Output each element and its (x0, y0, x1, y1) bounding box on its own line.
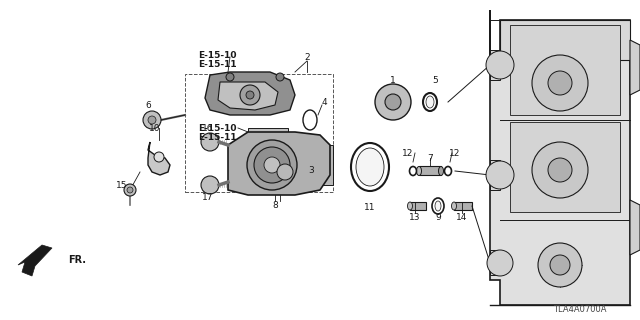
Circle shape (127, 187, 133, 193)
Polygon shape (490, 50, 500, 80)
Ellipse shape (253, 161, 277, 175)
Text: 7: 7 (427, 154, 433, 163)
Text: 5: 5 (432, 76, 438, 84)
Circle shape (532, 142, 588, 198)
Circle shape (375, 84, 411, 120)
Text: TLA4A0700A: TLA4A0700A (553, 306, 607, 315)
Polygon shape (630, 200, 640, 255)
Polygon shape (630, 40, 640, 95)
Circle shape (548, 158, 572, 182)
Bar (410, 202, 426, 210)
Circle shape (154, 152, 164, 162)
Ellipse shape (408, 202, 413, 210)
Text: 15: 15 (116, 180, 128, 189)
Polygon shape (18, 245, 52, 276)
Bar (185, 74, 333, 192)
Circle shape (254, 147, 290, 183)
Circle shape (226, 73, 234, 81)
Text: E-15-10: E-15-10 (198, 51, 237, 60)
Text: 6: 6 (145, 100, 151, 109)
Circle shape (550, 255, 570, 275)
Text: 11: 11 (364, 204, 376, 212)
Text: E-15-10: E-15-10 (198, 124, 237, 132)
Circle shape (148, 116, 156, 124)
Bar (510, 25, 620, 115)
Circle shape (487, 250, 513, 276)
Circle shape (486, 161, 514, 189)
Circle shape (246, 91, 254, 99)
Bar (419, 166, 441, 175)
Polygon shape (148, 142, 170, 175)
Text: 9: 9 (435, 212, 441, 221)
Bar (510, 122, 620, 212)
Text: 17: 17 (202, 194, 214, 203)
Circle shape (240, 85, 260, 105)
Bar (454, 202, 472, 210)
Text: 12: 12 (403, 148, 413, 157)
Polygon shape (500, 20, 630, 60)
Text: 13: 13 (409, 212, 420, 221)
Text: 8: 8 (272, 201, 278, 210)
Text: E-15-11: E-15-11 (198, 132, 237, 141)
Circle shape (532, 55, 588, 111)
Ellipse shape (426, 96, 434, 108)
Polygon shape (228, 132, 330, 195)
Circle shape (385, 94, 401, 110)
Circle shape (201, 176, 219, 194)
Circle shape (548, 71, 572, 95)
Text: 1: 1 (390, 76, 396, 84)
Text: 14: 14 (456, 212, 468, 221)
Circle shape (276, 73, 284, 81)
Text: 10: 10 (149, 124, 161, 132)
Text: FR.: FR. (68, 255, 86, 265)
Bar (315, 145, 333, 185)
Polygon shape (218, 82, 278, 110)
Circle shape (143, 111, 161, 129)
Polygon shape (490, 250, 500, 275)
Text: 3: 3 (308, 165, 314, 174)
Circle shape (538, 243, 582, 287)
Text: 12: 12 (449, 148, 461, 157)
Ellipse shape (438, 166, 444, 175)
Circle shape (277, 164, 293, 180)
Polygon shape (490, 10, 630, 305)
Ellipse shape (417, 166, 422, 175)
Circle shape (264, 157, 280, 173)
Polygon shape (205, 72, 295, 115)
Circle shape (486, 51, 514, 79)
Text: 4: 4 (322, 98, 328, 107)
Ellipse shape (435, 201, 441, 211)
Text: E-15-11: E-15-11 (198, 60, 237, 68)
Polygon shape (490, 160, 500, 190)
Text: 16: 16 (202, 124, 214, 132)
Circle shape (247, 140, 297, 190)
Ellipse shape (356, 148, 384, 186)
Text: 2: 2 (304, 52, 310, 61)
Circle shape (201, 133, 219, 151)
Circle shape (124, 184, 136, 196)
Ellipse shape (451, 202, 456, 210)
Bar (248, 128, 288, 138)
